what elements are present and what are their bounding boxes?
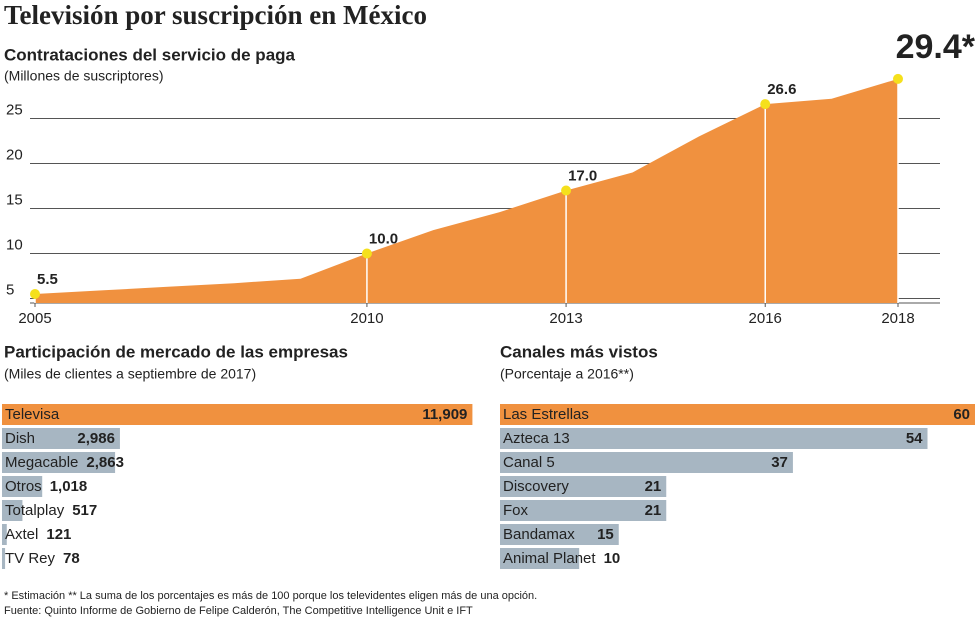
point xyxy=(561,185,572,196)
value-label: 11,909 xyxy=(422,406,467,423)
x-tick-label: 2016 xyxy=(749,310,782,327)
point xyxy=(760,99,771,110)
value-label: 5.5 xyxy=(37,271,58,288)
bar xyxy=(2,404,473,425)
x-tick-label: 2018 xyxy=(881,310,914,327)
point xyxy=(30,289,40,299)
value-label: 54 xyxy=(906,430,923,447)
category-label: Animal Planet xyxy=(503,550,596,567)
bar xyxy=(500,500,667,521)
category-label: Bandamax xyxy=(503,526,575,543)
bar xyxy=(500,476,667,497)
value-label: 1,018 xyxy=(50,478,88,495)
bar xyxy=(2,452,116,473)
bar xyxy=(500,548,580,569)
category-label: Totalplay xyxy=(5,502,65,519)
y-tick-label: 5 xyxy=(6,281,14,298)
y-tick-label: 25 xyxy=(6,101,23,118)
category-label: Canal 5 xyxy=(503,454,555,471)
category-label: Otros xyxy=(5,478,42,495)
chart-subtitle: (Miles de clientes a septiembre de 2017) xyxy=(4,366,256,382)
y-tick-label: 10 xyxy=(6,236,23,253)
y-tick-label: 20 xyxy=(6,146,23,163)
category-label: TV Rey xyxy=(5,550,56,567)
area xyxy=(35,78,898,304)
x-tick-label: 2010 xyxy=(350,310,383,327)
category-label: Las Estrellas xyxy=(503,406,589,423)
chart-title: Contrataciones del servicio de paga xyxy=(4,45,296,64)
bar xyxy=(500,524,619,545)
point xyxy=(893,73,903,84)
value-label: 10.0 xyxy=(369,230,398,247)
value-label: 2,863 xyxy=(86,454,124,471)
value-label: 21 xyxy=(645,502,662,519)
category-label: Azteca 13 xyxy=(503,430,570,447)
bar xyxy=(500,428,928,449)
y-tick-label: 15 xyxy=(6,191,23,208)
footnote: * Estimación ** La suma de los porcentaj… xyxy=(4,590,537,602)
bar xyxy=(500,452,793,473)
x-tick-label: 2005 xyxy=(18,310,51,327)
value-label: 121 xyxy=(46,526,71,543)
chart-title: Participación de mercado de las empresas xyxy=(4,342,348,361)
value-label: 2,986 xyxy=(77,430,115,447)
value-label: 517 xyxy=(72,502,97,519)
page-title: Televisión por suscripción en México xyxy=(4,0,427,30)
bar xyxy=(2,524,7,545)
category-label: Fox xyxy=(503,502,529,519)
value-label: 10 xyxy=(604,550,621,567)
bar xyxy=(2,500,23,521)
chart-subtitle: (Millones de suscriptores) xyxy=(4,68,164,84)
category-label: Televisa xyxy=(5,406,60,423)
value-label: 15 xyxy=(597,526,614,543)
bar xyxy=(2,476,43,497)
category-label: Megacable xyxy=(5,454,78,471)
bar xyxy=(2,548,6,569)
chart-title: Canales más vistos xyxy=(500,342,658,361)
category-label: Axtel xyxy=(5,526,38,543)
bar xyxy=(2,428,120,449)
source: Fuente: Quinto Informe de Gobierno de Fe… xyxy=(4,605,473,617)
value-label: 78 xyxy=(63,550,80,567)
value-label: 17.0 xyxy=(568,167,597,184)
x-tick-label: 2013 xyxy=(549,310,582,327)
value-label: 26.6 xyxy=(767,81,796,98)
bar xyxy=(500,404,975,425)
value-label: 29.4* xyxy=(896,28,976,66)
chart-subtitle: (Porcentaje a 2016**) xyxy=(500,366,634,382)
value-label: 37 xyxy=(771,454,788,471)
category-label: Dish xyxy=(5,430,35,447)
category-label: Discovery xyxy=(503,478,569,495)
point xyxy=(361,248,372,259)
value-label: 60 xyxy=(953,406,970,423)
value-label: 21 xyxy=(645,478,662,495)
